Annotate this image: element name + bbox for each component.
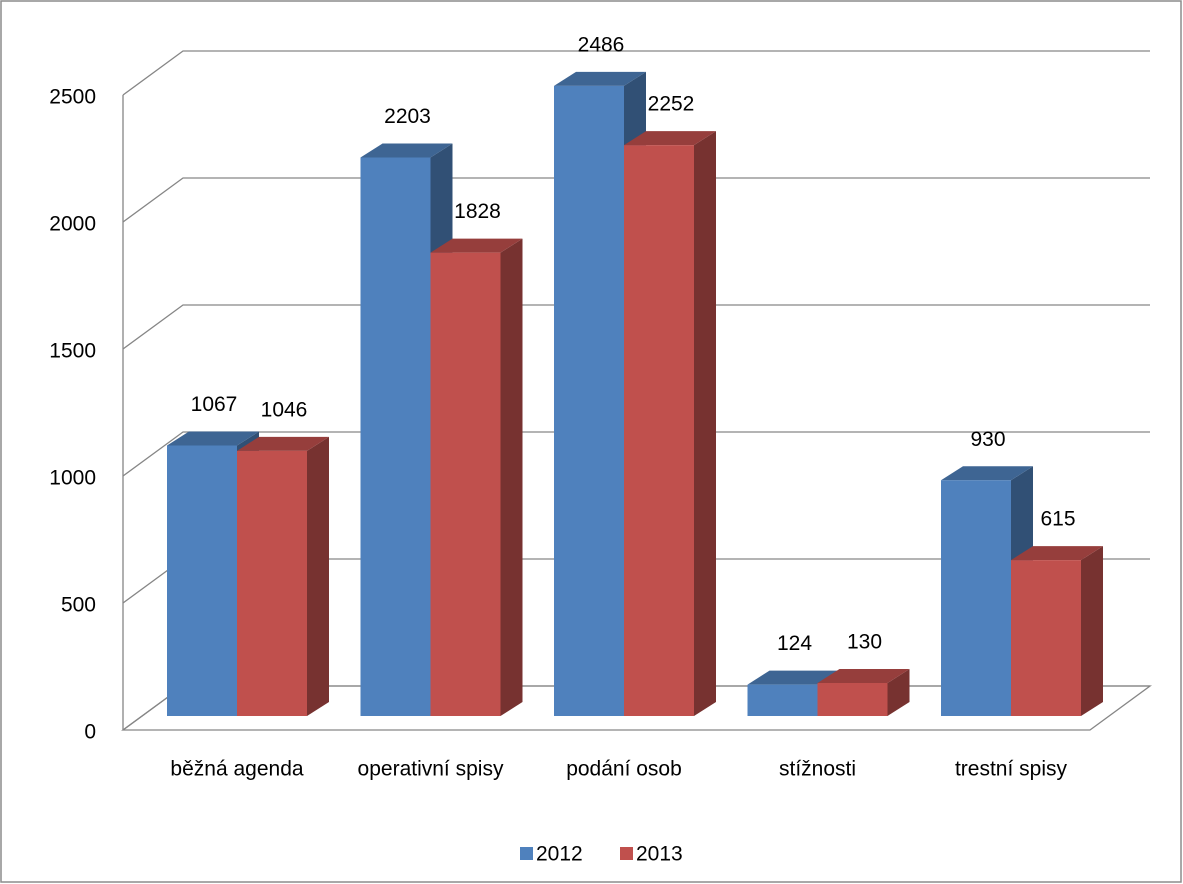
bar-top <box>624 131 716 146</box>
y-tick-label: 0 <box>84 721 96 744</box>
bar-top <box>360 143 453 158</box>
data-label: 1067 <box>191 393 238 416</box>
bar-front <box>554 85 624 716</box>
bar-top <box>747 670 840 685</box>
bar-side <box>1081 546 1103 716</box>
bar <box>237 436 329 716</box>
y-tick-label: 500 <box>61 594 96 617</box>
bar-front <box>747 684 818 716</box>
bar-side <box>500 238 523 716</box>
data-label: 124 <box>777 632 812 655</box>
bar <box>430 238 523 716</box>
bar-front <box>430 252 501 716</box>
legend-swatch <box>620 847 633 860</box>
y-tick-label: 2500 <box>49 86 96 109</box>
bar-top <box>941 466 1033 481</box>
data-label: 1046 <box>261 398 308 421</box>
bar-top <box>237 436 329 451</box>
bar-top <box>554 71 646 86</box>
legend-label: 2012 <box>536 843 583 866</box>
legend-label: 2013 <box>636 843 683 866</box>
bar-top <box>1011 546 1103 561</box>
x-tick-label: trestní spisy <box>955 758 1068 781</box>
data-label: 2203 <box>384 105 431 128</box>
bar <box>624 131 716 717</box>
data-label: 2486 <box>578 33 625 56</box>
y-tick-label: 1000 <box>49 467 96 490</box>
legend-swatch <box>520 847 533 860</box>
bar-front <box>817 683 888 716</box>
bar-front <box>237 450 307 716</box>
bar <box>817 669 910 716</box>
bar-front <box>360 157 431 716</box>
y-tick-label: 2000 <box>49 213 96 236</box>
bar-side <box>307 436 329 716</box>
x-tick-label: operativní spisy <box>358 758 504 781</box>
bar-front <box>941 480 1011 716</box>
x-tick-label: podání osob <box>566 758 682 781</box>
data-label: 615 <box>1040 508 1075 531</box>
bar-side <box>887 669 910 716</box>
data-label: 1828 <box>454 200 501 223</box>
data-label: 130 <box>847 631 882 654</box>
x-tick-label: běžná agenda <box>170 758 303 781</box>
x-tick-label: stížnosti <box>779 758 856 781</box>
bar-top <box>430 238 523 253</box>
bar <box>1011 546 1103 716</box>
y-tick-label: 1500 <box>49 340 96 363</box>
bar-front <box>167 445 237 716</box>
data-label: 2252 <box>648 93 695 116</box>
grid-line <box>122 431 1150 477</box>
grid-line <box>122 177 1150 223</box>
bar-top <box>817 669 910 684</box>
bar-front <box>624 145 694 717</box>
bar-front <box>1011 560 1081 716</box>
grid-line <box>122 304 1150 350</box>
data-label: 930 <box>970 428 1005 451</box>
bar-top <box>167 431 259 446</box>
grid-line <box>122 50 1150 96</box>
bar-side <box>694 131 716 717</box>
